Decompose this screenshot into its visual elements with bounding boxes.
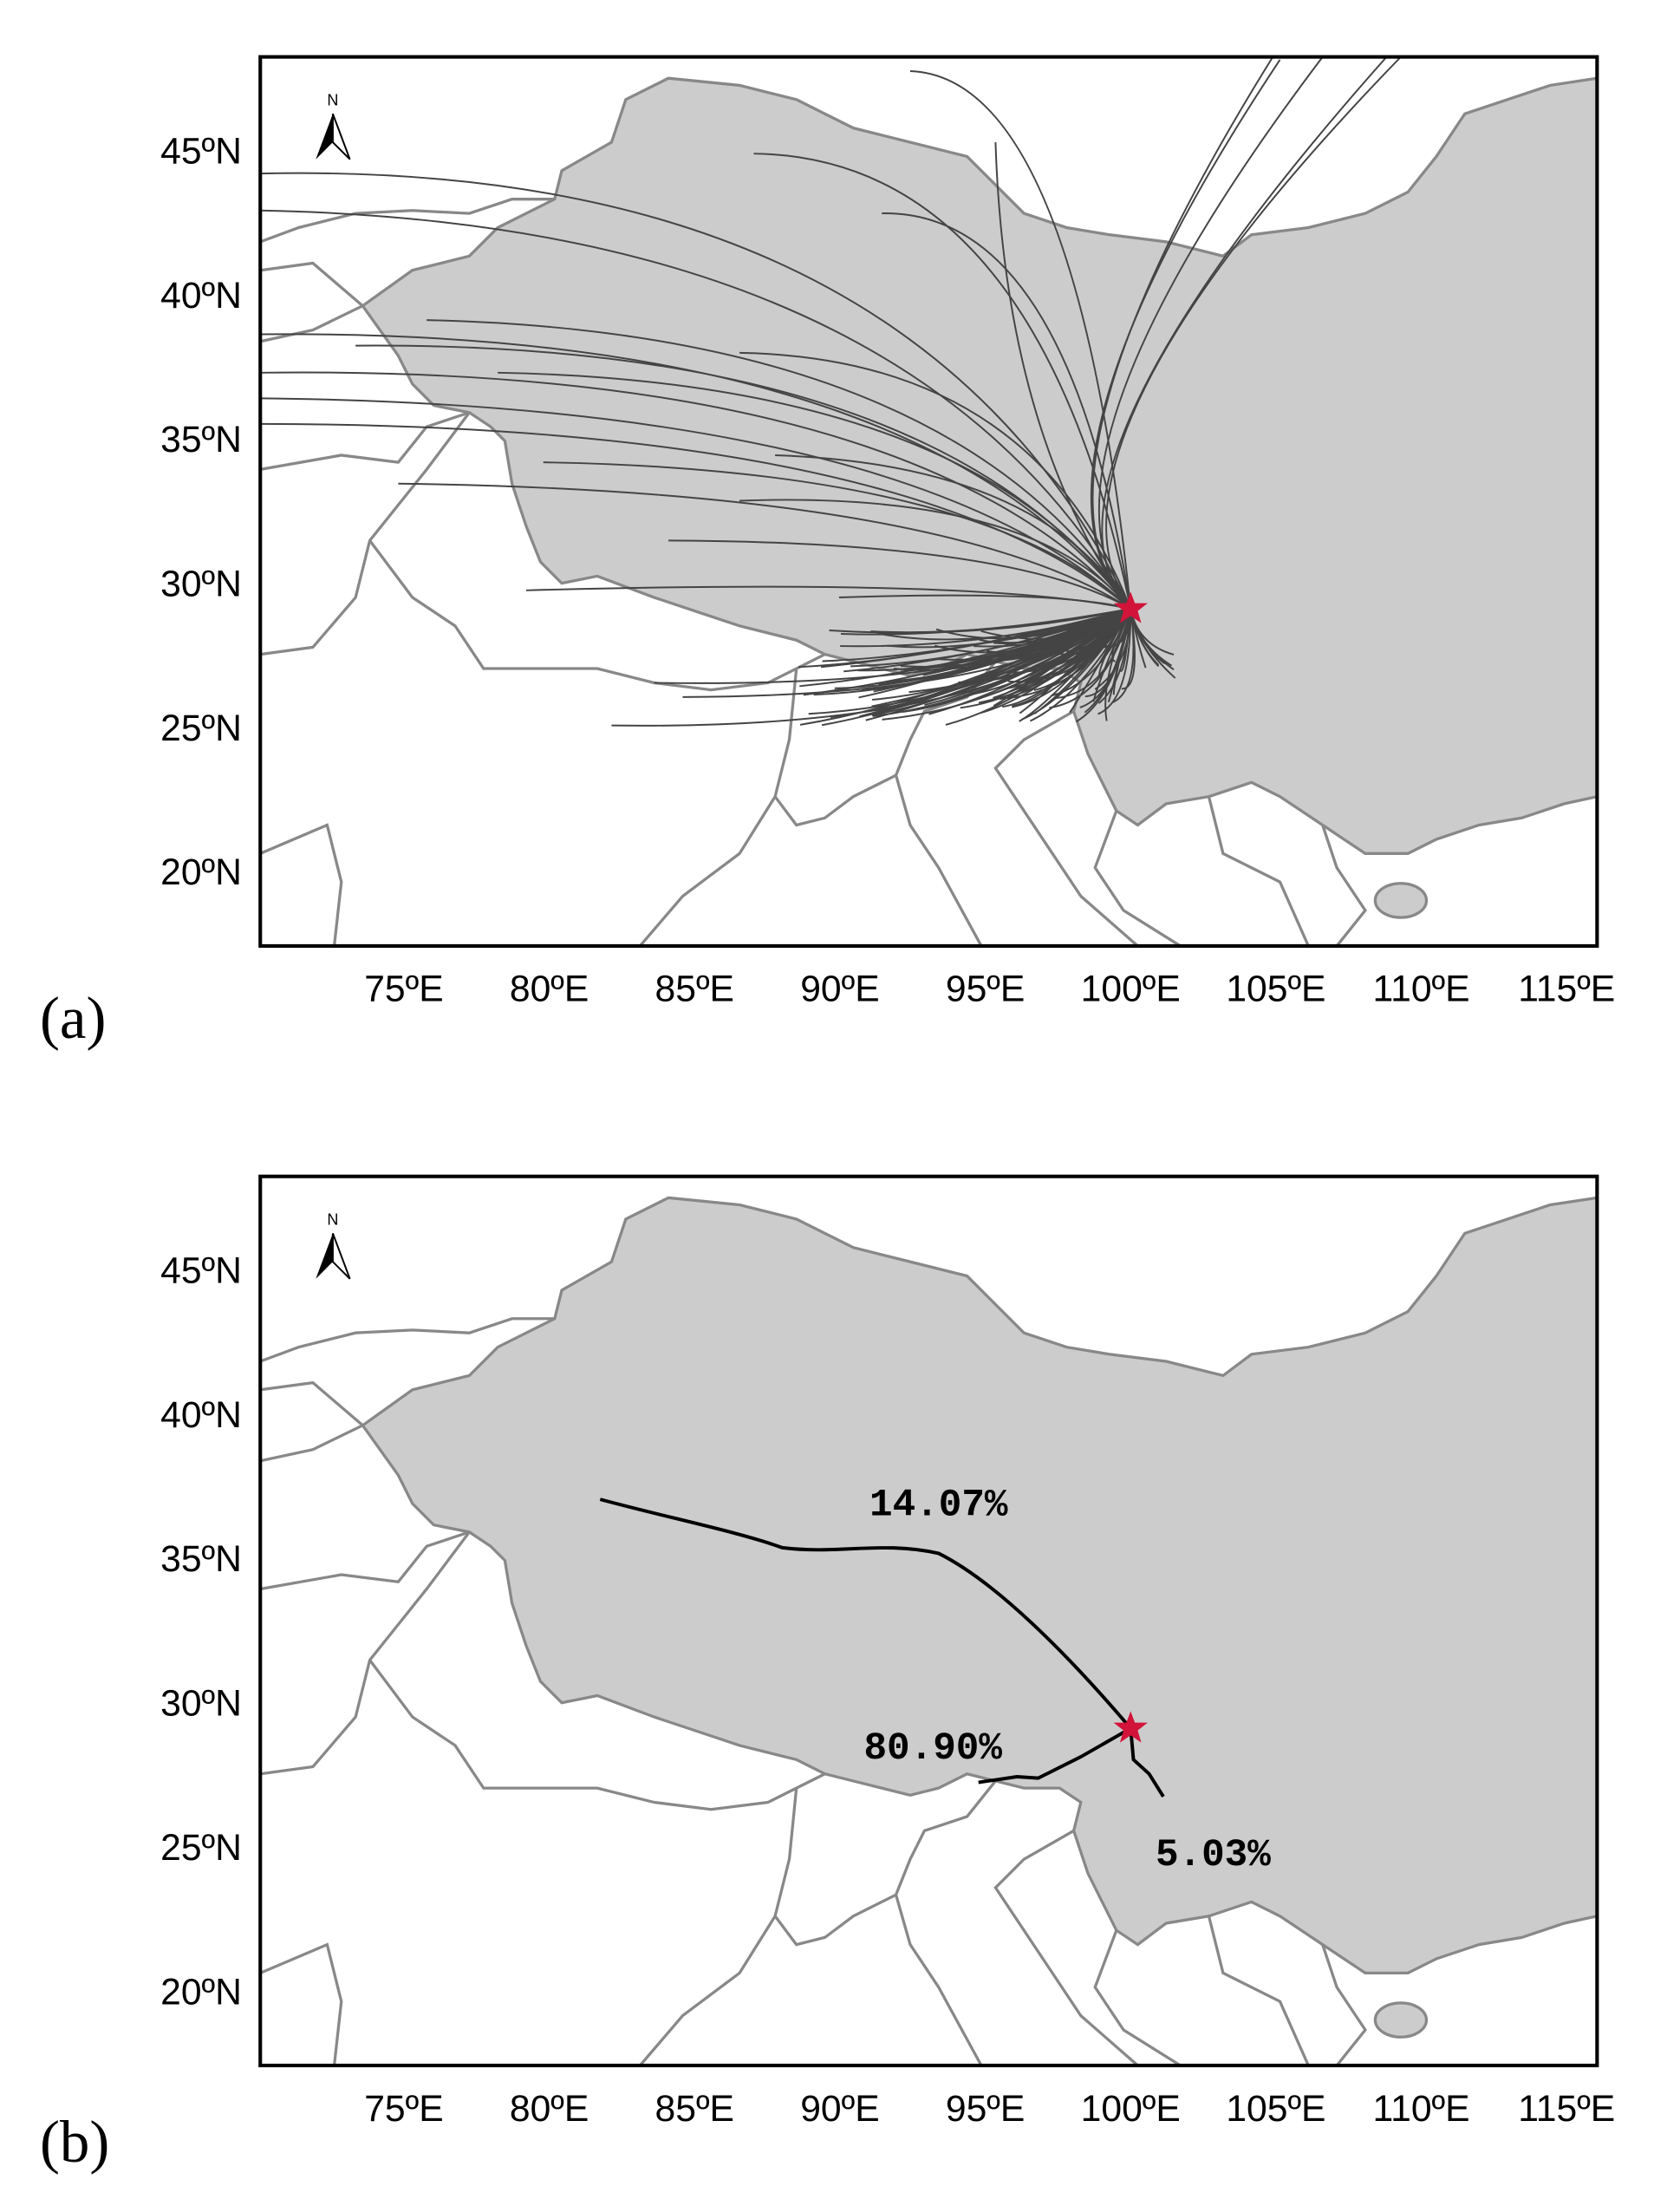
x-tick-label: 105ºE [1226,969,1325,1010]
trajectory [1105,56,1402,610]
trajectory [260,371,1131,610]
trajectory [994,142,1132,610]
trajectory [260,172,1132,610]
cluster-trajectories [599,1498,1165,1798]
compass-label: N [327,91,338,108]
trajectory [1042,608,1132,656]
trajectory [260,397,1131,610]
trajectory [1101,56,1388,610]
y-tick-label: 20ºN [160,1971,242,2013]
y-tick-label: 25ºN [160,708,242,749]
map [260,1176,1598,2066]
panel-label: (a) [40,985,106,1051]
frame [258,1174,1599,2068]
ticks: 45ºN 40ºN 35ºN 30ºN 25ºN 20ºN 75ºE 80ºE 85ºE 90ºE… [160,130,1615,1009]
y-tick-label: 20ºN [160,852,242,893]
trajectory [739,499,1132,610]
x-tick-label: 110ºE [1373,2088,1470,2130]
x-tick-label: 80ºE [510,969,589,1010]
trajectory [1002,608,1132,674]
map-area [260,1176,1598,2066]
panel: N (a) 45ºN 40ºN 35ºN 30ºN 25ºN 20ºN 75ºE 80ºE 85… [40,55,1615,1051]
cluster-label: 80.90% [863,1727,1002,1771]
y-tick-label: 30ºN [160,1683,242,1725]
cluster-label: 14.07% [869,1484,1008,1527]
x-tick-label: 95ºE [946,969,1025,1010]
x-tick-label: 80ºE [510,2088,589,2130]
north-arrow: N [316,91,351,160]
y-tick-label: 45ºN [160,130,242,172]
trajectory [960,608,1131,709]
y-tick-label: 35ºN [160,419,242,460]
x-tick-label: 85ºE [655,969,734,1010]
compass-arrow [331,113,351,160]
trajectory [1090,59,1281,610]
y-tick-label: 45ºN [160,1250,242,1292]
trajectory [739,351,1132,610]
x-tick-label: 110ºE [1373,969,1470,1010]
cluster-path [1129,1728,1165,1798]
compass-label: N [327,1210,338,1228]
y-tick-label: 40ºN [160,275,242,316]
trajectory [909,70,1132,610]
x-tick-label: 105ºE [1226,2088,1325,2130]
x-tick-label: 115ºE [1518,969,1615,1010]
trajectory [526,585,1131,610]
x-tick-label: 115ºE [1518,2088,1615,2130]
trajectory [498,371,1132,610]
x-tick-label: 75ºE [364,2088,443,2130]
x-tick-label: 100ºE [1081,2088,1181,2130]
ticks: 45ºN 40ºN 35ºN 30ºN 25ºN 20ºN 75ºE 80ºE 85ºE 90ºE… [160,1250,1615,2130]
frame [258,55,1599,948]
cluster-path [978,1726,1132,1785]
cluster-label: 5.03% [1156,1834,1271,1877]
trajectory [1104,608,1132,721]
trajectory [902,608,1131,714]
trajectory [543,461,1131,610]
compass-arrow [331,1232,351,1280]
panel: N 14.07% 80.90% 5.03% (b) 45ºN 40ºN 35ºN 30… [40,1174,1615,2175]
trajectory [1118,609,1132,672]
trajectory [260,333,1132,610]
x-tick-label: 100ºE [1081,969,1181,1010]
trajectory [1079,609,1132,708]
trajectory [260,209,1132,610]
trajectory [1112,608,1132,695]
trajectory [822,608,1131,662]
trajectory [1021,608,1132,721]
trajectory [900,608,1131,673]
trajectory [1011,608,1132,708]
x-tick-label: 75ºE [364,969,443,1010]
y-tick-label: 30ºN [160,563,242,604]
y-tick-label: 40ºN [160,1394,242,1436]
map [260,56,1598,946]
trajectory [427,319,1132,610]
panel-label: (b) [40,2109,109,2175]
trajectory [260,422,1131,610]
trajectory [1067,608,1131,634]
trajectory [775,453,1132,610]
trajectory [882,212,1132,610]
x-tick-label: 90ºE [800,969,879,1010]
cluster-path [599,1498,1132,1730]
trajectories [260,56,1402,727]
y-tick-label: 25ºN [160,1827,242,1869]
trajectory [993,608,1131,707]
compass-arrow [316,114,333,160]
trajectory [870,608,1131,634]
x-tick-label: 90ºE [800,2088,879,2130]
trajectory [668,539,1131,610]
trajectory [871,608,1131,717]
trajectory [1054,608,1132,700]
trajectory [1111,609,1135,704]
y-tick-label: 35ºN [160,1538,242,1580]
x-tick-label: 95ºE [946,2088,1025,2130]
map-area [260,56,1598,946]
trajectory [398,482,1131,610]
x-tick-label: 85ºE [655,2088,734,2130]
